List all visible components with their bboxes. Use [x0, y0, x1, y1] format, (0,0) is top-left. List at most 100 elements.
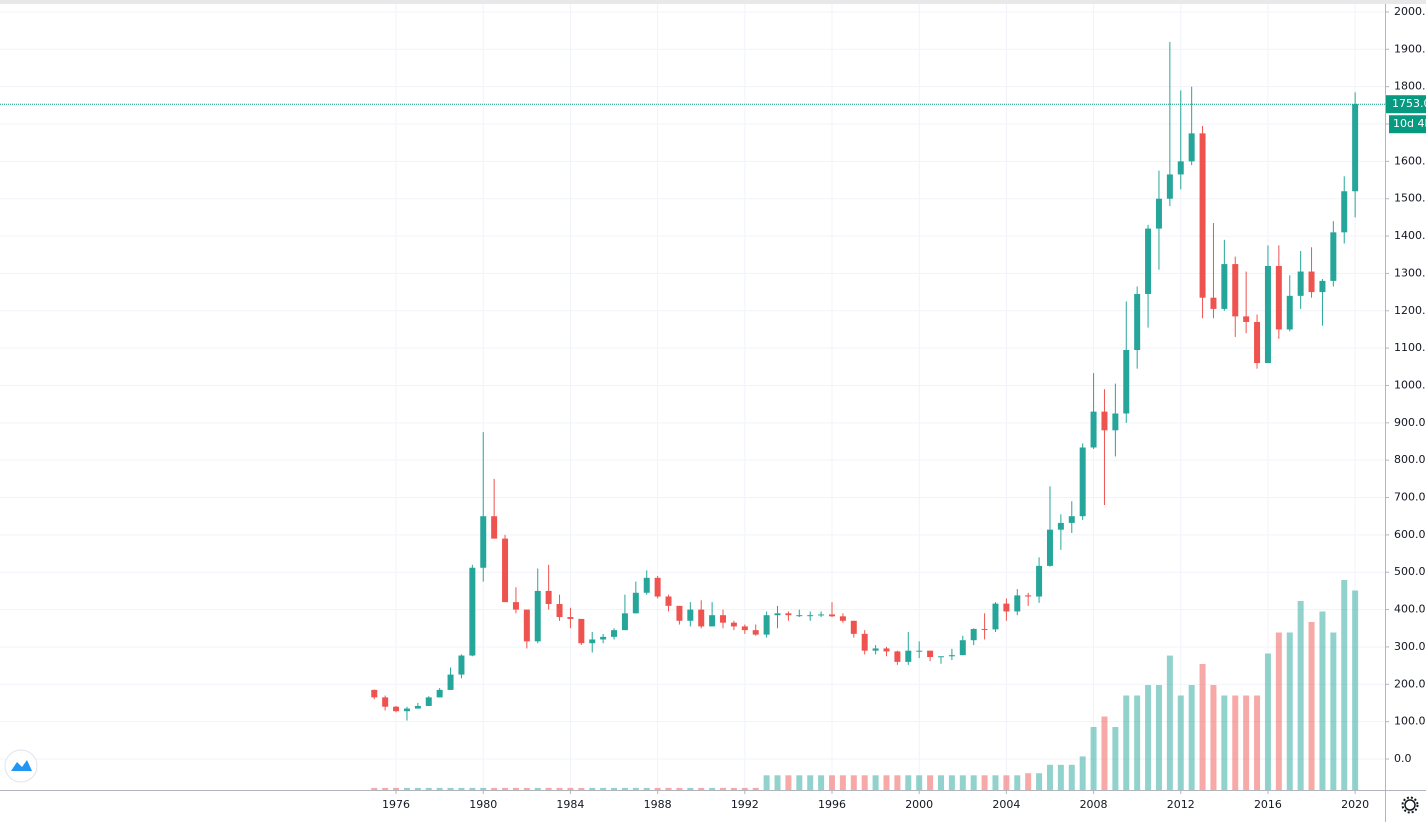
candle-body [1155, 198, 1162, 229]
volume-bar [1003, 775, 1010, 790]
volume-bar [709, 787, 716, 790]
volume-bar [632, 787, 639, 790]
logo[interactable] [4, 749, 38, 783]
countdown-label: 10d 4h [1393, 117, 1426, 130]
candle-body [414, 705, 421, 709]
volume-bar [894, 775, 901, 790]
candle-body [589, 639, 596, 644]
volume-bar [1101, 716, 1108, 790]
candle-body [1036, 565, 1043, 597]
y-tick-label: 1400.0 [1394, 229, 1426, 242]
volume-bar [1079, 756, 1086, 790]
volume-bar [1352, 590, 1359, 790]
candle-body [403, 708, 410, 712]
volume-bar [850, 775, 857, 790]
volume-bar [720, 787, 727, 790]
candle-body [1145, 228, 1152, 294]
y-tick-label: 600.0 [1394, 528, 1426, 541]
volume-bar [1155, 685, 1162, 790]
x-tick-label: 2020 [1341, 798, 1369, 811]
volume-bar [502, 787, 509, 790]
candle-body [480, 516, 487, 568]
candle-body [720, 615, 727, 623]
y-tick-label: 1100.0 [1394, 341, 1426, 354]
volume-bar [1286, 632, 1293, 790]
candle-body [927, 650, 934, 658]
y-tick-label: 500.0 [1394, 565, 1426, 578]
volume-bar [1221, 695, 1228, 790]
logo-icon[interactable] [11, 760, 32, 771]
candle-body [1134, 293, 1141, 350]
volume-bar [916, 775, 923, 790]
volume-bar [1232, 695, 1239, 790]
y-tick-label: 300.0 [1394, 640, 1426, 653]
volume-bar [1254, 695, 1261, 790]
volume-bar [829, 775, 835, 790]
candle-body [1341, 191, 1348, 233]
grid [0, 0, 1385, 790]
candle-body [1166, 174, 1173, 199]
y-tick-label: 1200.0 [1394, 304, 1426, 317]
candle-body [393, 706, 400, 712]
candle-body [1275, 265, 1282, 330]
volume-bar [1090, 727, 1097, 790]
candle-body [1025, 595, 1032, 597]
volume-bar [447, 787, 454, 790]
candle-body [469, 567, 476, 656]
candle-body [872, 648, 879, 651]
candle-body [621, 613, 628, 631]
candle-body [458, 655, 465, 675]
x-tick-label: 2000 [905, 798, 933, 811]
volume-bar [643, 787, 650, 790]
candle-body [916, 650, 923, 652]
volume-bar [839, 775, 846, 790]
gear-icon[interactable] [1404, 799, 1416, 811]
candle-body [600, 636, 607, 640]
volume-bar [807, 775, 814, 790]
y-tick-label: 1900.0 [1394, 42, 1426, 55]
volume-bar [491, 787, 498, 790]
x-tick-label: 2004 [992, 798, 1020, 811]
volume-bar [937, 775, 944, 790]
volume-bar [970, 775, 977, 790]
candle-body [796, 615, 803, 617]
candle-body [829, 614, 835, 617]
candle-body [1177, 161, 1184, 175]
volume-bar [1297, 601, 1304, 790]
candle-body [545, 590, 552, 604]
volume-bar [403, 787, 410, 790]
gear-teeth[interactable] [1401, 796, 1419, 814]
volume-bar [414, 787, 421, 790]
candle-body [1112, 413, 1119, 431]
y-tick-label: 200.0 [1394, 677, 1426, 690]
candle-body [1221, 264, 1228, 309]
candle-body [1297, 271, 1304, 296]
candle-body [676, 605, 683, 621]
volume-bar [1134, 695, 1141, 790]
volume-bar [654, 787, 661, 790]
y-tick-label: 900.0 [1394, 416, 1426, 429]
candle-body [981, 629, 988, 631]
candle-body [948, 655, 955, 657]
candle-body [578, 618, 585, 644]
x-tick-label: 1992 [731, 798, 759, 811]
volume-bar [1264, 653, 1271, 790]
candle-body [1352, 104, 1359, 192]
candle-body [1090, 411, 1097, 448]
candle-body [1046, 529, 1053, 566]
volume-bar [1036, 773, 1043, 790]
candle-body [1057, 522, 1064, 530]
candle-body [425, 697, 432, 706]
candle-body [752, 630, 759, 635]
volume-bar [774, 775, 781, 790]
candle-body [1014, 595, 1021, 612]
volume-bar [458, 787, 465, 790]
y-tick-label: 0.0 [1394, 752, 1412, 765]
candle-body [502, 538, 509, 603]
candle-body [839, 616, 846, 621]
volume-bar [927, 775, 934, 790]
volume-bar [872, 775, 879, 790]
settings-button[interactable] [1401, 796, 1419, 814]
volume-bar [948, 775, 955, 790]
x-tick-label: 1996 [818, 798, 846, 811]
